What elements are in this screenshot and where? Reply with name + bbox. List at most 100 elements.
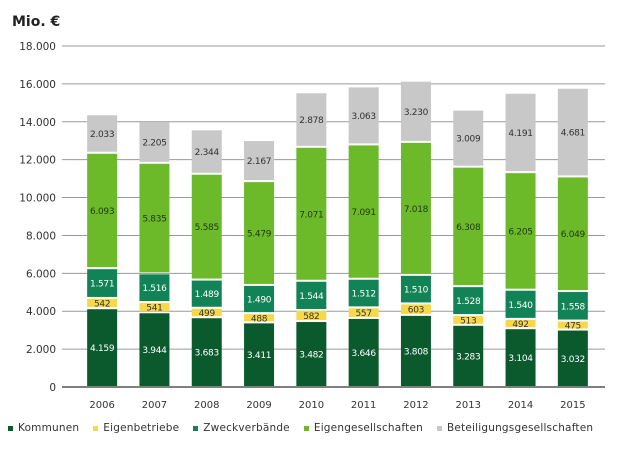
- y-tick-label: 14.000: [19, 117, 56, 129]
- bar-segment: [348, 279, 379, 307]
- data-label: 6.308: [456, 223, 481, 233]
- x-tick-label: 2009: [246, 400, 271, 411]
- data-label: 557: [356, 309, 372, 319]
- bar-segment: [557, 177, 588, 291]
- y-tick-label: 12.000: [19, 155, 56, 167]
- y-tick-label: 4.000: [26, 306, 56, 318]
- bar-segment: [191, 318, 222, 386]
- legend-swatch: [8, 425, 13, 431]
- data-label: 7.071: [299, 210, 323, 220]
- y-tick-label: 8.000: [26, 230, 56, 242]
- data-label: 1.558: [561, 302, 586, 312]
- data-label: 5.585: [195, 223, 219, 233]
- legend-label: Kommunen: [18, 422, 80, 434]
- data-label: 475: [565, 322, 581, 332]
- bar-segment: [244, 323, 275, 386]
- data-label: 1.544: [299, 292, 324, 302]
- bar-segment: [139, 313, 170, 386]
- bar-segment: [191, 280, 222, 307]
- legend-item: Kommunen: [8, 422, 79, 434]
- data-label: 3.683: [195, 349, 219, 359]
- data-label: 3.944: [142, 346, 167, 356]
- bar-segment: [87, 115, 118, 152]
- x-tick-label: 2008: [194, 400, 219, 411]
- data-label: 3.230: [404, 108, 429, 118]
- data-label: 492: [512, 320, 528, 330]
- bar-segment: [87, 298, 118, 308]
- bar-segment: [505, 290, 536, 318]
- data-label: 1.489: [195, 290, 220, 300]
- data-label: 2.878: [299, 116, 324, 126]
- data-label: 7.018: [404, 205, 429, 215]
- legend: Kommunen Eigenbetriebe Zweckverbände Eigeng…: [8, 422, 593, 434]
- y-tick-label: 10.000: [19, 193, 56, 205]
- legend-swatch: [303, 425, 309, 431]
- bar-segment: [453, 110, 484, 166]
- data-label: 2.344: [195, 148, 220, 158]
- bar-segment: [400, 315, 431, 386]
- data-label: 1.516: [142, 284, 167, 294]
- legend-label: Beteiligungsgesellschaften: [446, 422, 594, 434]
- data-label: 3.032: [561, 355, 585, 365]
- bar-segment: [348, 145, 379, 278]
- data-label: 3.808: [404, 347, 429, 357]
- bar-segment: [453, 325, 484, 386]
- x-tick-label: 2015: [560, 400, 585, 411]
- data-label: 3.646: [352, 349, 377, 359]
- bar-segment: [87, 269, 118, 297]
- x-tick-label: 2012: [403, 400, 428, 411]
- bar-segment: [400, 275, 431, 303]
- bar-segment: [139, 122, 170, 162]
- data-label: 3.283: [456, 352, 480, 362]
- bar-segment: [557, 88, 588, 176]
- bar-segment: [348, 87, 379, 144]
- data-label: 4.681: [561, 129, 585, 139]
- bar-segment: [296, 311, 327, 321]
- bar-segment: [400, 81, 431, 141]
- data-label: 542: [94, 300, 110, 310]
- bar-segment: [400, 304, 431, 314]
- bar-segment: [505, 329, 536, 386]
- bar-segment: [139, 274, 170, 302]
- bar-segment: [87, 309, 118, 386]
- bar-segment: [505, 93, 536, 172]
- bar-segment: [453, 287, 484, 315]
- data-label: 1.540: [508, 301, 533, 311]
- bar-segment: [557, 321, 588, 329]
- data-label: 4.159: [90, 344, 115, 354]
- legend-item: Eigenbetriebe: [93, 422, 179, 434]
- data-label: 6.049: [561, 230, 586, 240]
- data-label: 5.835: [142, 215, 166, 225]
- data-label: 1.571: [90, 280, 114, 290]
- data-label: 603: [408, 306, 424, 316]
- bar-segment: [557, 292, 588, 320]
- legend-item: Zweckverbände: [193, 422, 290, 434]
- data-label: 513: [460, 316, 476, 326]
- bar-segment: [191, 130, 222, 173]
- bar-segment: [557, 330, 588, 386]
- data-label: 3.104: [508, 354, 533, 364]
- legend-swatch: [193, 425, 199, 431]
- bar-segment: [296, 322, 327, 386]
- data-label: 1.512: [352, 290, 376, 300]
- bar-segment: [453, 167, 484, 286]
- bar-segment: [296, 281, 327, 310]
- y-tick-label: 16.000: [19, 79, 56, 91]
- bar-segment: [348, 318, 379, 386]
- bar-segment: [87, 153, 118, 268]
- bar-segment: [505, 173, 536, 289]
- x-tick-label: 2006: [89, 400, 114, 411]
- data-label: 6.205: [508, 227, 532, 237]
- data-label: 582: [303, 312, 319, 322]
- data-label: 2.033: [90, 130, 114, 140]
- bar-segment: [191, 308, 222, 317]
- data-label: 3.009: [456, 135, 481, 145]
- data-label: 4.191: [508, 129, 532, 139]
- data-label: 1.490: [247, 296, 272, 306]
- data-label: 3.063: [352, 112, 376, 122]
- data-label: 1.510: [404, 286, 429, 296]
- bar-segment: [400, 142, 431, 274]
- x-tick-label: 2010: [299, 400, 324, 411]
- bar-segment: [453, 316, 484, 324]
